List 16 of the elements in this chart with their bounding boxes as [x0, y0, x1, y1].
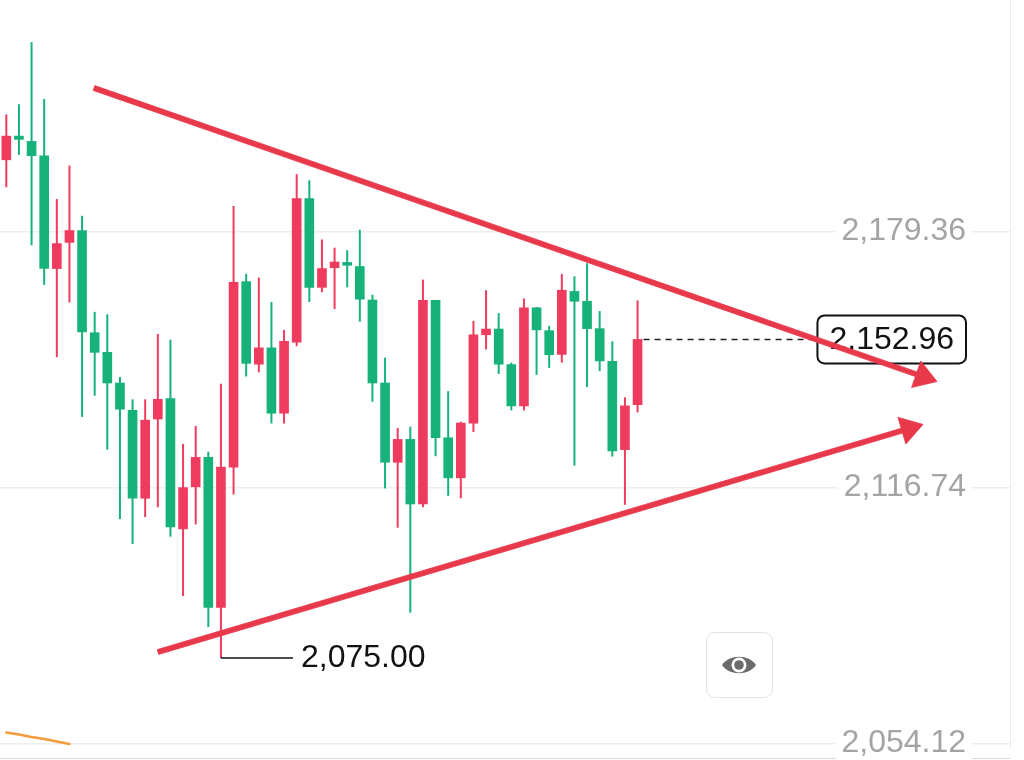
y-tick-label: 2,116.74 [843, 467, 966, 504]
candlestick [89, 310, 100, 397]
candlestick [64, 164, 75, 304]
candlestick [392, 426, 403, 529]
candlestick [152, 332, 163, 509]
candlestick [481, 289, 491, 351]
y-tick-label: 2,054.12 [841, 723, 966, 760]
candlestick [14, 103, 24, 156]
candlestick [253, 276, 264, 374]
candlestick [531, 305, 542, 376]
candlestick [317, 238, 327, 294]
candlestick [26, 41, 37, 247]
annotation: 2,075.00 [300, 637, 426, 674]
candlestick [342, 249, 353, 289]
candlestick [569, 275, 580, 467]
y-tick-label: 2,179.36 [841, 211, 966, 248]
